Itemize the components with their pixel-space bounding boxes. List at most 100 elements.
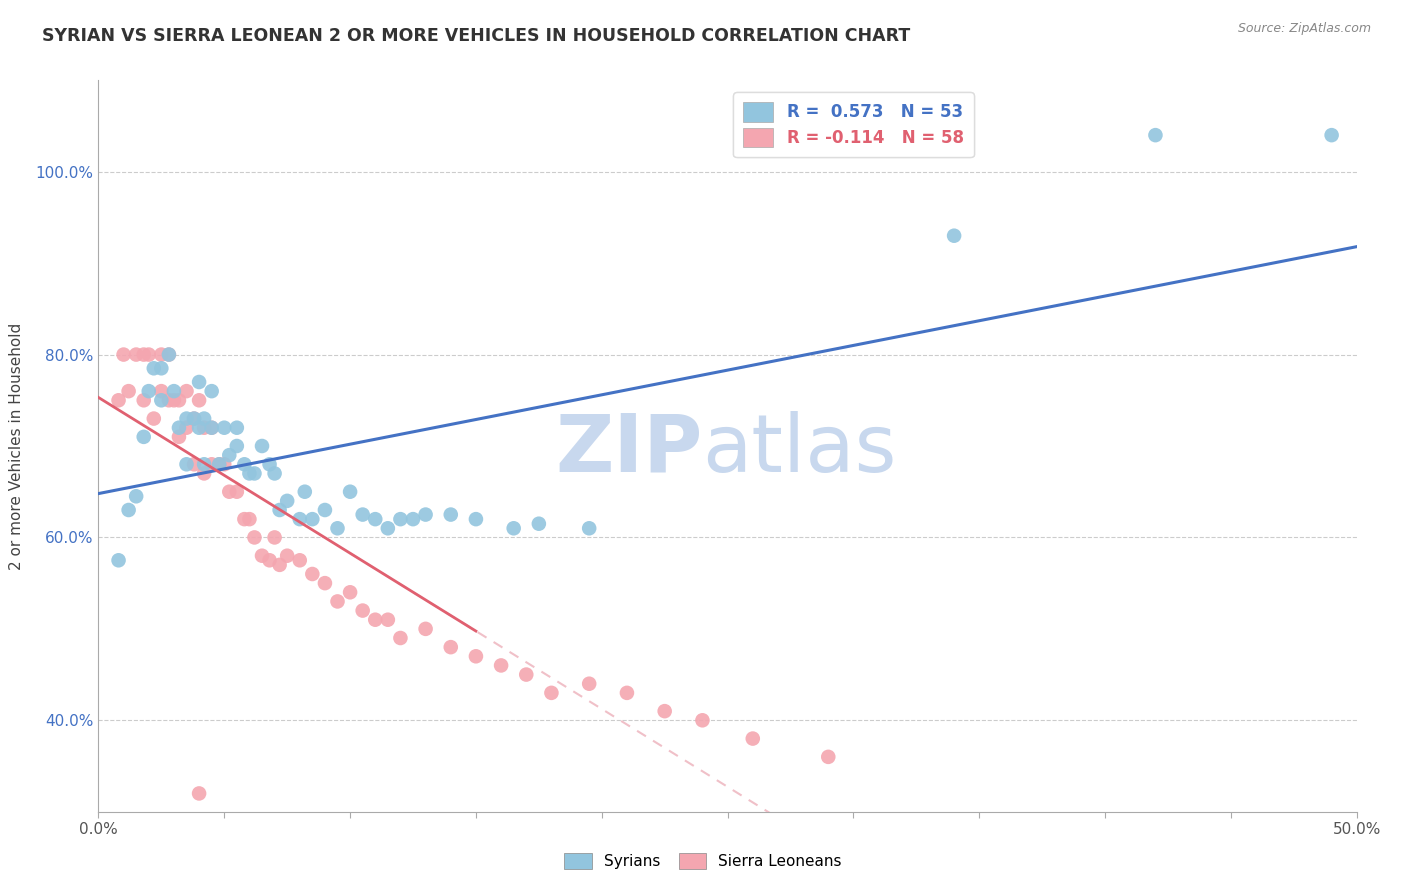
- Point: [243, 467, 266, 481]
- Point: [138, 347, 160, 362]
- Point: [301, 567, 323, 582]
- Point: [817, 749, 839, 764]
- Point: [193, 421, 215, 435]
- Point: [107, 393, 129, 408]
- Point: [225, 484, 247, 499]
- Point: [193, 467, 215, 481]
- Point: [132, 347, 155, 362]
- Point: [150, 384, 173, 398]
- Point: [440, 508, 463, 522]
- Point: [269, 558, 291, 572]
- Point: [578, 676, 600, 690]
- Point: [464, 512, 488, 526]
- Point: [288, 512, 311, 526]
- Point: [167, 393, 190, 408]
- Point: [250, 549, 273, 563]
- Point: [183, 411, 205, 425]
- Point: [415, 508, 437, 522]
- Point: [352, 508, 374, 522]
- Point: [183, 411, 205, 425]
- Point: [288, 553, 311, 567]
- Point: [527, 516, 550, 531]
- Point: [157, 347, 180, 362]
- Point: [540, 686, 562, 700]
- Point: [415, 622, 437, 636]
- Point: [214, 421, 236, 435]
- Point: [233, 457, 256, 471]
- Point: [314, 503, 336, 517]
- Point: [201, 421, 224, 435]
- Point: [117, 503, 139, 517]
- Point: [243, 530, 266, 544]
- Point: [176, 421, 198, 435]
- Point: [142, 411, 165, 425]
- Text: SYRIAN VS SIERRA LEONEAN 2 OR MORE VEHICLES IN HOUSEHOLD CORRELATION CHART: SYRIAN VS SIERRA LEONEAN 2 OR MORE VEHIC…: [42, 27, 911, 45]
- Point: [201, 457, 224, 471]
- Point: [132, 430, 155, 444]
- Point: [142, 361, 165, 376]
- Point: [225, 439, 247, 453]
- Point: [163, 384, 186, 398]
- Point: [464, 649, 488, 664]
- Point: [1320, 128, 1343, 142]
- Point: [276, 549, 298, 563]
- Point: [326, 594, 349, 608]
- Point: [294, 484, 316, 499]
- Point: [654, 704, 676, 718]
- Point: [193, 457, 215, 471]
- Point: [364, 512, 387, 526]
- Y-axis label: 2 or more Vehicles in Household: 2 or more Vehicles in Household: [10, 322, 24, 570]
- Point: [157, 347, 180, 362]
- Point: [314, 576, 336, 591]
- Point: [301, 512, 323, 526]
- Point: [225, 421, 247, 435]
- Point: [201, 384, 224, 398]
- Point: [167, 421, 190, 435]
- Text: ZIP: ZIP: [555, 410, 703, 489]
- Point: [188, 393, 211, 408]
- Point: [176, 384, 198, 398]
- Point: [263, 530, 285, 544]
- Point: [150, 347, 173, 362]
- Point: [515, 667, 537, 681]
- Point: [741, 731, 763, 746]
- Point: [269, 503, 291, 517]
- Text: atlas: atlas: [703, 410, 897, 489]
- Point: [188, 375, 211, 389]
- Point: [616, 686, 638, 700]
- Point: [402, 512, 425, 526]
- Point: [150, 361, 173, 376]
- Point: [150, 393, 173, 408]
- Point: [167, 430, 190, 444]
- Point: [117, 384, 139, 398]
- Point: [377, 521, 399, 535]
- Point: [489, 658, 512, 673]
- Point: [943, 228, 966, 243]
- Point: [352, 603, 374, 617]
- Point: [112, 347, 135, 362]
- Point: [208, 457, 231, 471]
- Point: [326, 521, 349, 535]
- Legend: R =  0.573   N = 53, R = -0.114   N = 58: R = 0.573 N = 53, R = -0.114 N = 58: [734, 92, 973, 157]
- Point: [377, 613, 399, 627]
- Point: [125, 489, 148, 503]
- Point: [233, 512, 256, 526]
- Point: [389, 631, 412, 645]
- Point: [132, 393, 155, 408]
- Point: [201, 421, 224, 435]
- Point: [183, 457, 205, 471]
- Point: [389, 512, 412, 526]
- Point: [440, 640, 463, 655]
- Point: [502, 521, 524, 535]
- Point: [218, 448, 240, 462]
- Point: [163, 393, 186, 408]
- Point: [107, 553, 129, 567]
- Point: [578, 521, 600, 535]
- Point: [188, 421, 211, 435]
- Point: [259, 457, 281, 471]
- Point: [276, 494, 298, 508]
- Point: [339, 585, 361, 599]
- Point: [125, 347, 148, 362]
- Point: [238, 467, 260, 481]
- Point: [138, 384, 160, 398]
